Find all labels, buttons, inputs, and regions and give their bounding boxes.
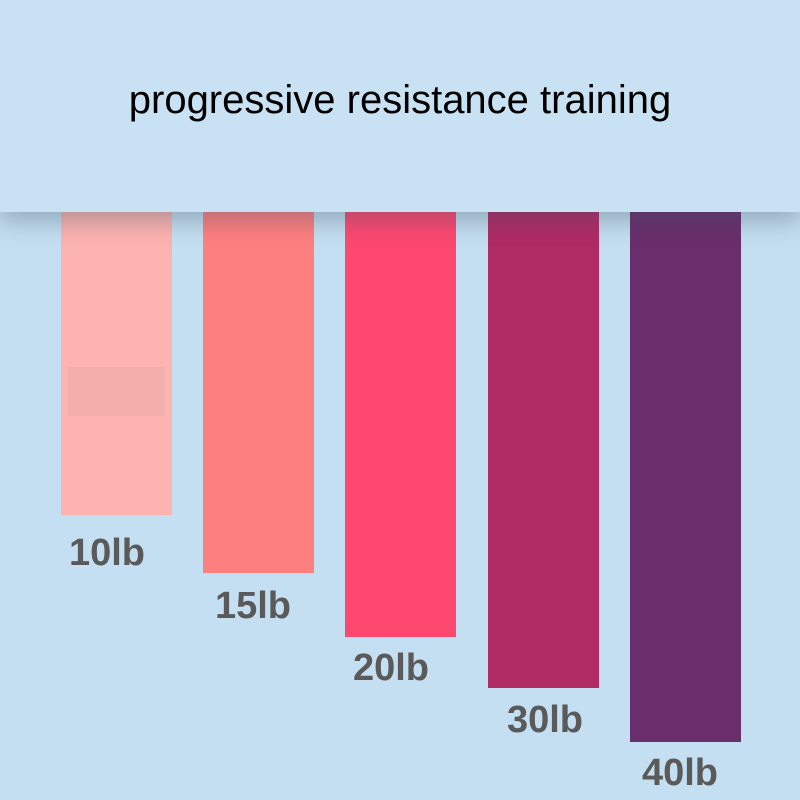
band xyxy=(203,212,314,573)
title: progressive resistance training xyxy=(128,78,672,122)
band-label: 30lb xyxy=(506,699,584,741)
band-label: 20lb xyxy=(352,647,430,689)
band-label: 40lb xyxy=(641,752,719,794)
band-label: 10lb xyxy=(68,532,146,574)
band xyxy=(345,212,456,637)
band xyxy=(61,212,172,515)
band xyxy=(488,212,599,688)
band-label: 15lb xyxy=(214,585,292,627)
band-tag xyxy=(68,367,165,416)
band xyxy=(630,212,741,742)
header: progressive resistance training xyxy=(0,0,800,212)
